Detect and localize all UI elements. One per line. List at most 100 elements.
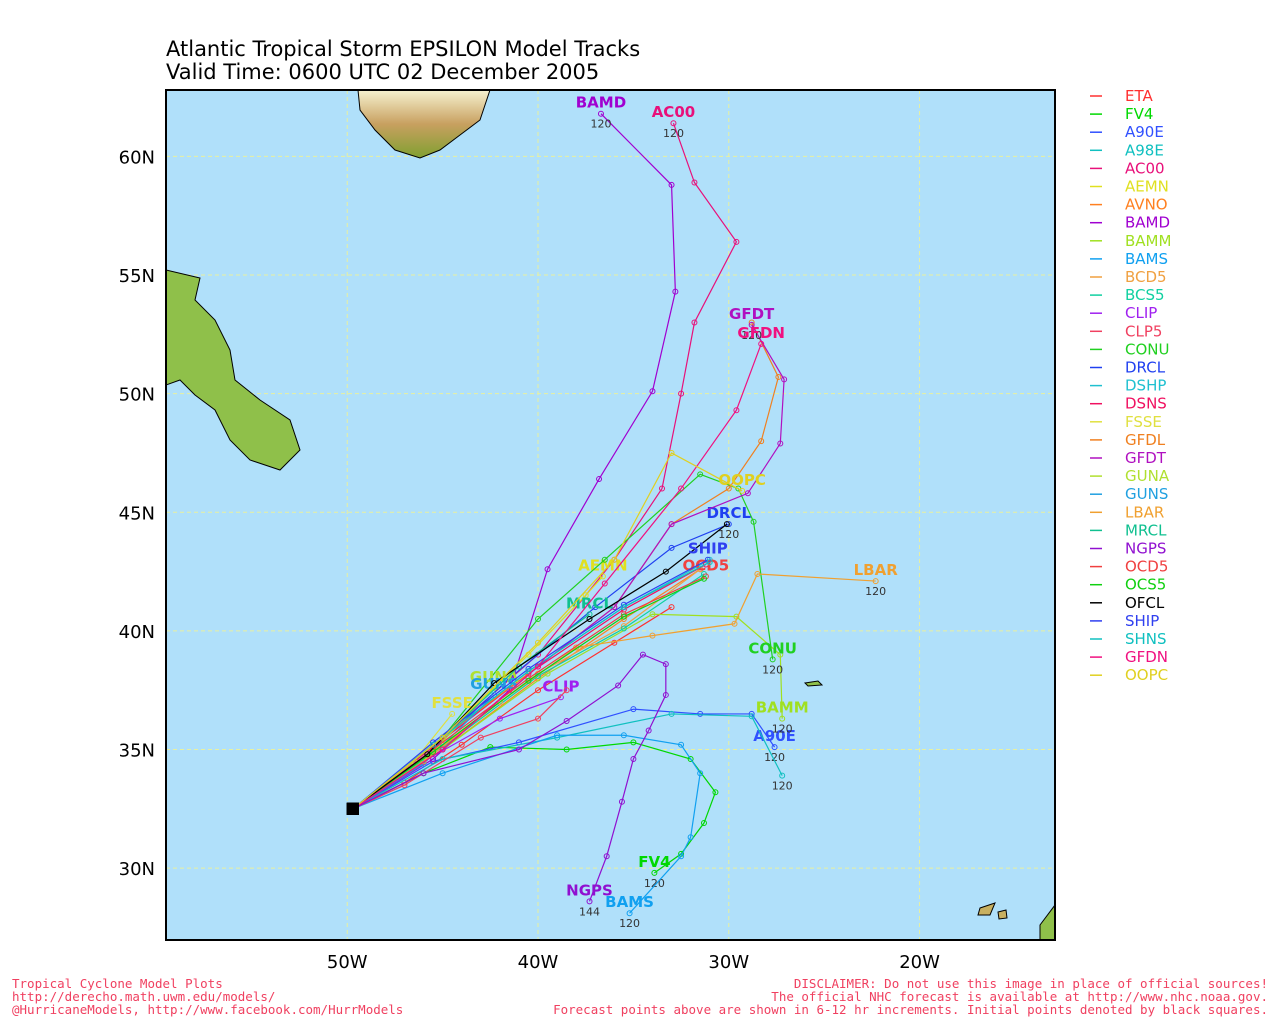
track-point <box>525 668 532 675</box>
track-point <box>662 691 669 698</box>
track-point <box>535 687 542 694</box>
track-label: BAMD <box>576 94 626 112</box>
legend-label: LBAR <box>1125 503 1164 521</box>
track-point <box>697 710 704 717</box>
track-point <box>700 575 707 582</box>
track-point <box>535 639 542 646</box>
legend-label: AC00 <box>1125 159 1165 177</box>
track-point <box>563 718 570 725</box>
track-point <box>620 604 627 611</box>
track-point <box>649 388 656 395</box>
track-point <box>754 570 761 577</box>
track-point <box>449 710 456 717</box>
track-label: MRCL <box>566 594 613 612</box>
legend-label: DSHP <box>1125 377 1166 395</box>
track-line <box>352 653 667 902</box>
track-point <box>779 715 786 722</box>
legend-label: OOPC <box>1125 666 1168 684</box>
x-tick-label: 50W <box>327 952 368 973</box>
legend: ETAFV4A90EA98EAC00AEMNAVNOBAMDBAMMBAMSBC… <box>1090 87 1171 684</box>
track-point <box>439 734 446 741</box>
track-point <box>645 727 652 734</box>
track-point <box>712 789 719 796</box>
legend-label: A98E <box>1125 141 1164 159</box>
track-point <box>706 559 713 566</box>
track-point <box>700 820 707 827</box>
tracks: FV4120A90E120120AC00120AEMNBAMD120BAMM12… <box>346 94 899 930</box>
footer-text: DISCLAIMER: Do not use this image in pla… <box>794 976 1268 991</box>
forecast-hour: 120 <box>619 917 640 930</box>
track-point <box>697 471 704 478</box>
track-point <box>668 521 675 528</box>
track-point <box>592 604 599 611</box>
track-point <box>697 770 704 777</box>
track-point <box>687 834 694 841</box>
footer-text: @HurricaneModels, http://www.facebook.co… <box>12 1002 403 1017</box>
legend-label: SHIP <box>1125 612 1159 630</box>
track-label: SHIP <box>688 540 728 558</box>
track-point <box>758 340 765 347</box>
initial-point <box>346 802 359 815</box>
track-point <box>563 746 570 753</box>
track-point <box>535 715 542 722</box>
subtitle: Valid Time: 0600 UTC 02 December 2005 <box>166 60 599 84</box>
island <box>803 680 824 687</box>
track-label: BAMS <box>605 893 654 911</box>
grid <box>166 90 1055 940</box>
track-point <box>872 578 879 585</box>
track-point <box>678 485 685 492</box>
track-point <box>668 449 675 456</box>
y-tick-label: 55N <box>119 266 155 287</box>
newfoundland <box>166 269 301 471</box>
legend-label: GUNS <box>1125 485 1168 503</box>
track-point <box>597 110 604 117</box>
track-point <box>725 485 732 492</box>
legend-label: CLIP <box>1125 304 1157 322</box>
track-label: AC00 <box>652 103 696 121</box>
forecast-hour: 120 <box>741 329 762 342</box>
legend-label: GUNA <box>1125 467 1170 485</box>
track-point <box>670 120 677 127</box>
africa <box>1039 904 1055 940</box>
track-label: LBAR <box>854 561 899 579</box>
track-point <box>777 651 784 658</box>
track-point <box>420 770 427 777</box>
greenland <box>357 90 491 159</box>
legend-label: FSSE <box>1125 413 1162 431</box>
track-line <box>352 573 705 810</box>
track-point <box>672 288 679 295</box>
track-point <box>651 869 658 876</box>
track-point <box>678 390 685 397</box>
track-point <box>662 661 669 668</box>
track-line <box>352 734 701 914</box>
track-point <box>630 739 637 746</box>
track-point <box>618 798 625 805</box>
track-point <box>620 732 627 739</box>
track-point <box>731 620 738 627</box>
track-point <box>599 573 606 580</box>
x-tick-label: 40W <box>518 952 559 973</box>
track-label: FSSE <box>431 694 472 712</box>
track-point <box>515 746 522 753</box>
island <box>997 909 1008 920</box>
track-point <box>733 238 740 245</box>
track-line <box>352 452 743 810</box>
track-point <box>557 694 564 701</box>
legend-label: OCD5 <box>1125 558 1168 576</box>
track-label: DRCL <box>706 504 751 522</box>
legend-label: BCD5 <box>1125 268 1167 286</box>
track-point <box>424 751 431 758</box>
track-point <box>630 755 637 762</box>
legend-label: BAMM <box>1125 232 1171 250</box>
track-label: CONU <box>748 639 797 657</box>
track-line <box>352 713 783 810</box>
track-point <box>535 616 542 623</box>
footer-text: The official NHC forecast is available a… <box>771 989 1268 1004</box>
track-point <box>748 713 755 720</box>
y-tick-label: 30N <box>119 859 155 880</box>
track-point <box>630 706 637 713</box>
track-point <box>620 613 627 620</box>
track-line <box>352 473 774 810</box>
track-point <box>779 772 786 779</box>
